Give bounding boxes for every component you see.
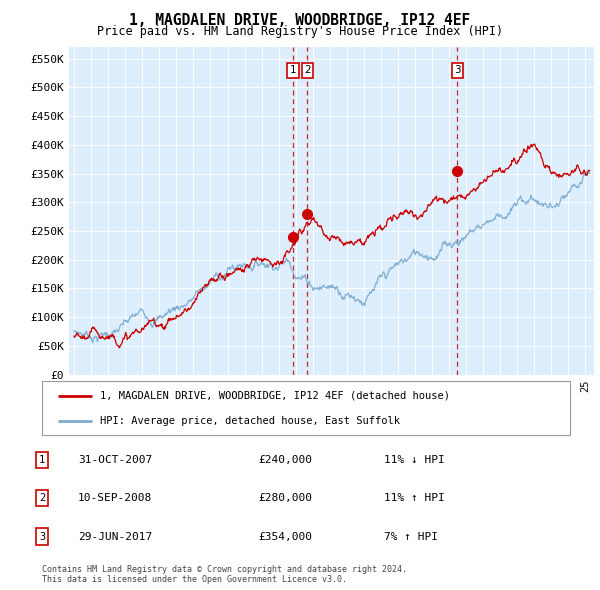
Text: £280,000: £280,000 xyxy=(258,493,312,503)
Text: 31-OCT-2007: 31-OCT-2007 xyxy=(78,455,152,465)
Text: HPI: Average price, detached house, East Suffolk: HPI: Average price, detached house, East… xyxy=(100,417,400,426)
Text: 10-SEP-2008: 10-SEP-2008 xyxy=(78,493,152,503)
Text: 29-JUN-2017: 29-JUN-2017 xyxy=(78,532,152,542)
Text: 2: 2 xyxy=(304,65,311,75)
FancyBboxPatch shape xyxy=(42,381,570,435)
Text: 11% ↓ HPI: 11% ↓ HPI xyxy=(384,455,445,465)
Text: 3: 3 xyxy=(454,65,461,75)
Text: 1: 1 xyxy=(289,65,296,75)
Text: Price paid vs. HM Land Registry's House Price Index (HPI): Price paid vs. HM Land Registry's House … xyxy=(97,25,503,38)
Text: £240,000: £240,000 xyxy=(258,455,312,465)
Text: 1, MAGDALEN DRIVE, WOODBRIDGE, IP12 4EF: 1, MAGDALEN DRIVE, WOODBRIDGE, IP12 4EF xyxy=(130,13,470,28)
Text: 1: 1 xyxy=(39,455,45,465)
Text: 1, MAGDALEN DRIVE, WOODBRIDGE, IP12 4EF (detached house): 1, MAGDALEN DRIVE, WOODBRIDGE, IP12 4EF … xyxy=(100,391,450,401)
Text: 7% ↑ HPI: 7% ↑ HPI xyxy=(384,532,438,542)
Text: 2: 2 xyxy=(39,493,45,503)
Text: 3: 3 xyxy=(39,532,45,542)
Text: 11% ↑ HPI: 11% ↑ HPI xyxy=(384,493,445,503)
Text: £354,000: £354,000 xyxy=(258,532,312,542)
Text: Contains HM Land Registry data © Crown copyright and database right 2024.
This d: Contains HM Land Registry data © Crown c… xyxy=(42,565,407,584)
